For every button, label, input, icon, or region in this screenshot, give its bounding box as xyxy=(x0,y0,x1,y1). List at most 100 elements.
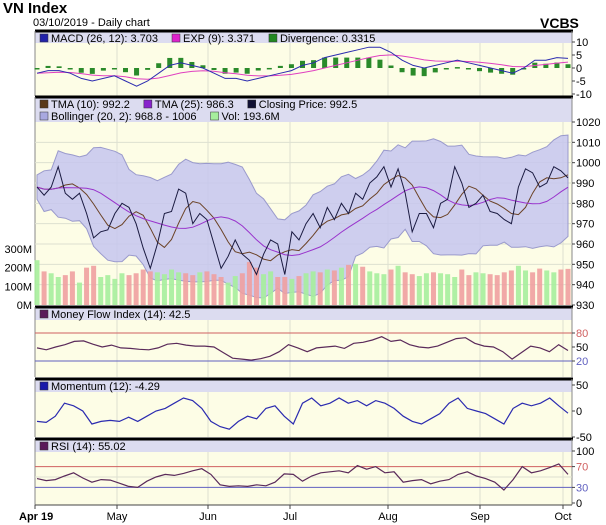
price-legend-swatch xyxy=(210,111,219,121)
tma10-line xyxy=(36,174,569,262)
x-tick-label: Sep xyxy=(470,511,490,523)
y-tick-label: -10 xyxy=(576,89,592,101)
volume-bar xyxy=(530,272,536,305)
price-legend-swatch xyxy=(39,99,49,109)
volume-bar xyxy=(147,271,153,305)
volume-bar xyxy=(176,272,182,305)
divergence-bar xyxy=(288,64,294,68)
volume-bar xyxy=(487,274,493,305)
volume-bar xyxy=(551,272,557,305)
y-tick-label: 100 xyxy=(576,446,594,458)
mfi-line xyxy=(36,336,569,361)
y-tick-label: 1010 xyxy=(576,137,600,149)
divergence-bar xyxy=(255,68,261,71)
divergence-bar xyxy=(521,68,527,70)
price-legend-bg xyxy=(35,97,572,122)
y-tick-label: 970 xyxy=(576,219,594,231)
divergence-bar xyxy=(510,68,516,75)
divergence-bar xyxy=(421,68,427,77)
divergence-bar xyxy=(322,57,328,68)
x-tick-label: Oct xyxy=(554,511,571,523)
divergence-bar xyxy=(366,57,372,68)
divergence-bar xyxy=(34,68,40,70)
divergence-bar xyxy=(167,57,173,68)
volume-bar xyxy=(154,272,160,305)
x-tick-label: May xyxy=(107,511,128,523)
volume-bar xyxy=(218,277,224,305)
y-tick-label: 930 xyxy=(576,300,594,312)
divergence-bar xyxy=(311,60,317,68)
divergence-bar xyxy=(200,65,206,68)
y-tick-label: 1020 xyxy=(576,117,600,129)
volume-bar xyxy=(473,272,479,305)
volume-bar xyxy=(232,276,238,305)
divergence-bar xyxy=(565,64,571,68)
volume-bar xyxy=(338,267,344,305)
volume-bar xyxy=(84,267,90,305)
y-tick-label: 0 xyxy=(576,63,582,75)
y-tick-label: -5 xyxy=(576,76,586,88)
macd-legend-label: EXP (9): 3.371 xyxy=(183,33,255,45)
y-tick-label: 10 xyxy=(576,37,588,49)
brand-label: VCBS xyxy=(540,15,579,31)
volume-bar xyxy=(416,276,422,305)
volume-bar xyxy=(544,270,550,305)
volume-tick-label: 0M xyxy=(17,300,32,312)
divergence-bar xyxy=(277,65,283,68)
rsi-legend-label: RSI (14): 55.02 xyxy=(51,441,126,453)
divergence-bar xyxy=(266,67,272,70)
volume-bar xyxy=(346,264,352,305)
volume-bar xyxy=(459,269,465,305)
volume-bar xyxy=(381,274,387,305)
x-tick-label: Aug xyxy=(378,511,398,523)
y-tick-label: 990 xyxy=(576,178,594,190)
macd-legend-label: MACD (26, 12): 3.703 xyxy=(51,33,158,45)
volume-bar xyxy=(296,276,302,305)
price-top-border xyxy=(35,95,573,99)
price-legend-label: Bollinger (20, 2): 968.8 - 1006 xyxy=(51,111,197,123)
volume-bar xyxy=(275,277,281,305)
x-tick-label: Apr 19 xyxy=(19,511,53,523)
divergence-bar xyxy=(78,68,84,73)
divergence-bar xyxy=(134,68,140,76)
volume-bar xyxy=(289,278,295,305)
volume-bar xyxy=(395,265,401,305)
y-tick-label: 940 xyxy=(576,280,594,292)
divergence-bar xyxy=(233,68,239,73)
volume-bar xyxy=(112,278,118,305)
y-tick-label: 80 xyxy=(576,328,588,340)
y-tick-label: 50 xyxy=(576,380,588,392)
divergence-bar xyxy=(465,68,471,70)
volume-bar xyxy=(324,269,330,305)
macd-legend-swatch xyxy=(268,33,278,43)
divergence-bar xyxy=(543,63,549,68)
y-tick-label: 1000 xyxy=(576,158,600,170)
volume-bar xyxy=(76,282,82,305)
volume-bar xyxy=(466,275,472,305)
divergence-bar xyxy=(89,68,95,74)
divergence-bar xyxy=(432,68,438,73)
macd-top-border xyxy=(35,29,573,33)
y-tick-label: 70 xyxy=(576,462,588,474)
momentum-legend-bg xyxy=(35,379,572,392)
volume-bar xyxy=(246,262,252,305)
divergence-bar xyxy=(410,68,416,76)
momentum-line xyxy=(36,397,569,430)
y-tick-label: -50 xyxy=(576,432,592,444)
divergence-bar xyxy=(355,57,361,68)
volume-bar xyxy=(374,273,380,305)
volume-bar xyxy=(303,273,309,305)
volume-bar xyxy=(62,275,68,305)
volume-bar xyxy=(126,275,132,305)
volume-bar xyxy=(423,273,429,305)
volume-bar xyxy=(48,273,54,305)
divergence-bar xyxy=(333,57,339,68)
macd-legend-swatch xyxy=(39,33,49,43)
volume-bar xyxy=(225,282,231,305)
volume-bar xyxy=(515,265,521,305)
y-tick-label: 0 xyxy=(576,498,582,510)
rsi-legend-swatch xyxy=(39,441,49,451)
volume-bar xyxy=(261,274,267,305)
volume-bar xyxy=(282,277,288,305)
